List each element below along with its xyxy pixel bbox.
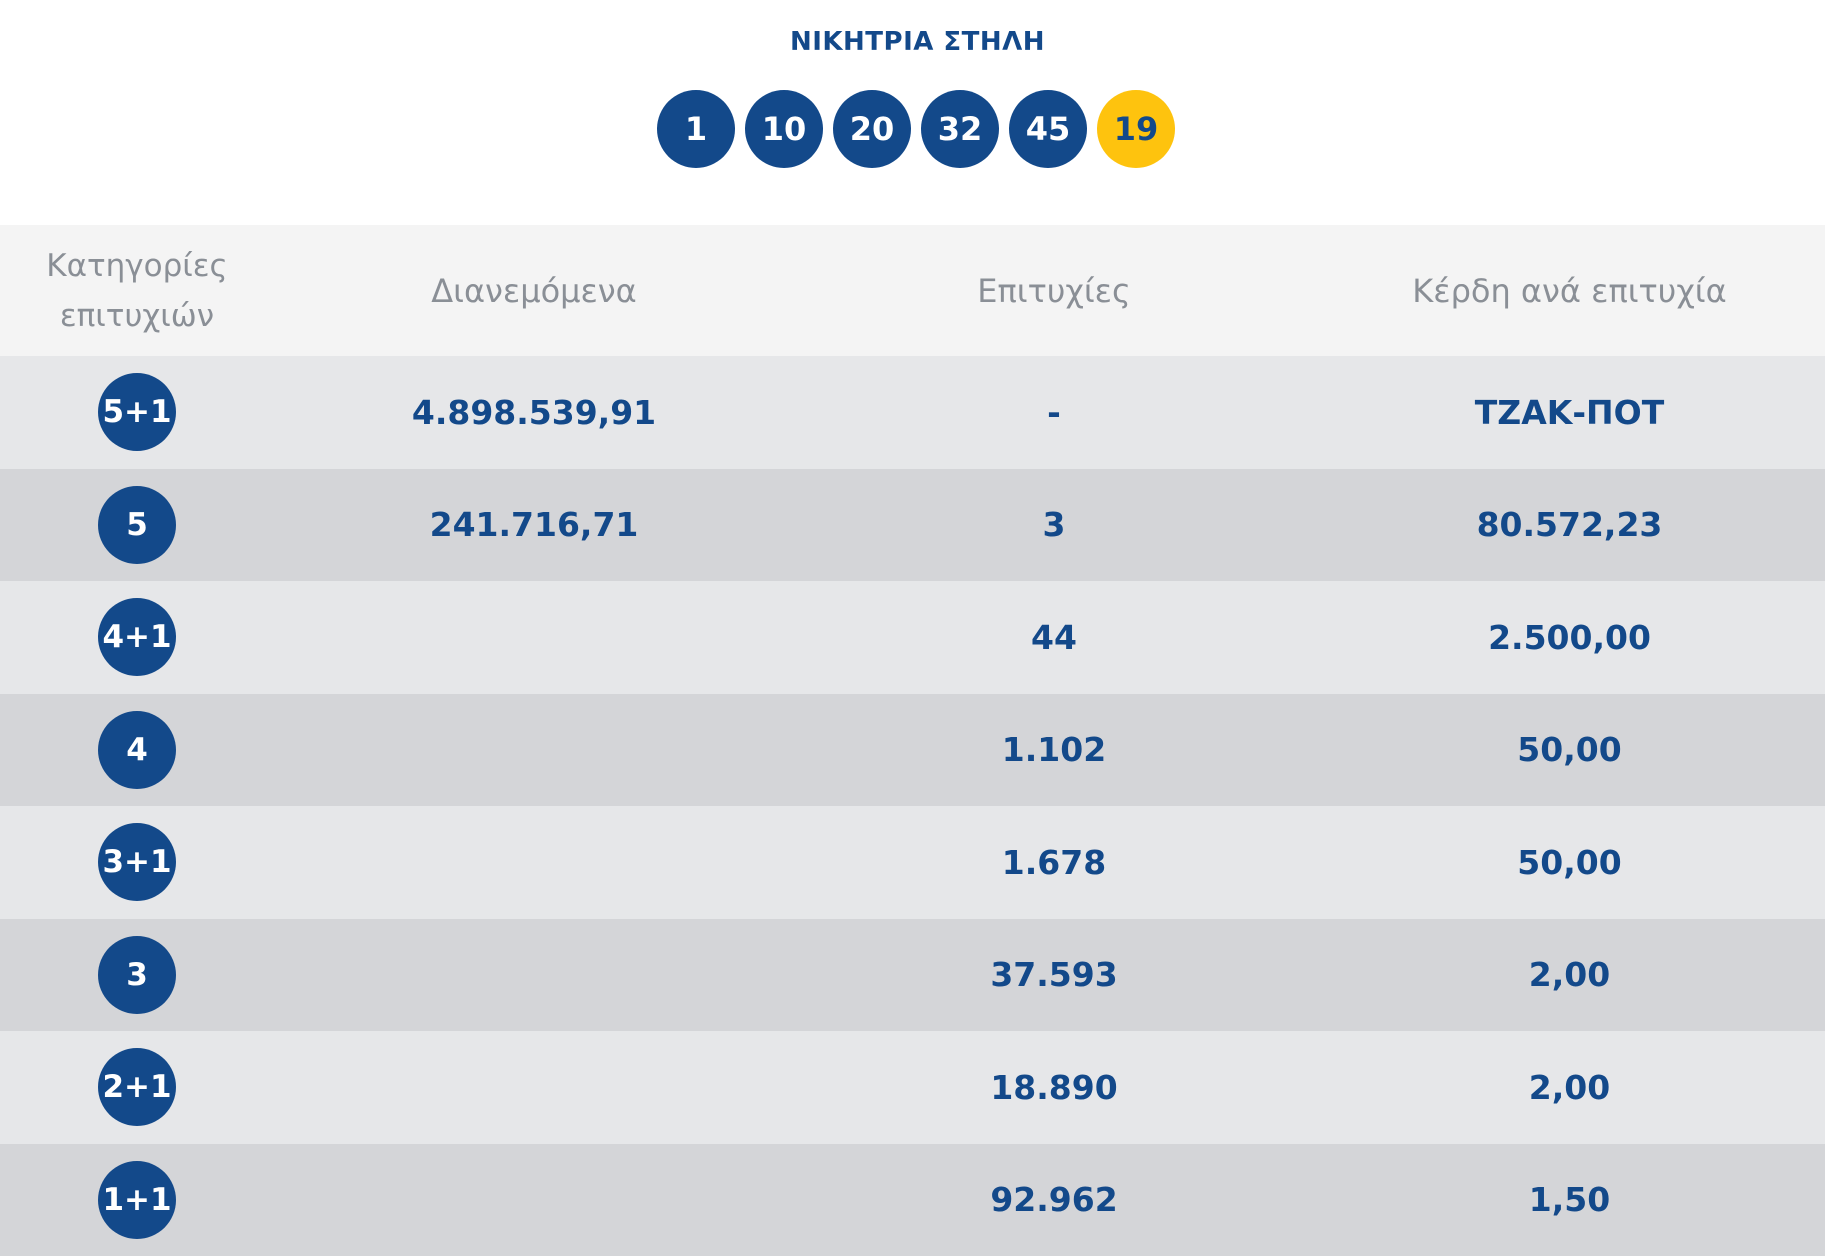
prize-cell: 1,50 [1314, 1144, 1825, 1256]
table-row: 1+1 92.962 1,50 [0, 1144, 1825, 1256]
number-ball: 45 [1009, 90, 1087, 168]
winning-numbers: 1 10 20 32 45 19 [657, 90, 1175, 168]
header-winners: Επιτυχίες [794, 225, 1314, 356]
prize-cell: 80.572,23 [1314, 469, 1825, 582]
distributed-cell [274, 806, 794, 919]
number-ball: 1 [657, 90, 735, 168]
number-ball: 10 [745, 90, 823, 168]
table-row: 3 37.593 2,00 [0, 919, 1825, 1032]
category-badge: 5+1 [98, 373, 176, 451]
prize-cell: 2,00 [1314, 1031, 1825, 1144]
prize-cell: 2.500,00 [1314, 581, 1825, 694]
header-distributed: Διανεμόμενα [274, 225, 794, 356]
winners-cell: 1.102 [794, 694, 1314, 807]
table-row: 2+1 18.890 2,00 [0, 1031, 1825, 1144]
category-badge: 1+1 [98, 1161, 176, 1239]
category-badge: 3+1 [98, 823, 176, 901]
distributed-cell: 4.898.539,91 [274, 356, 794, 469]
table-row: 4+1 44 2.500,00 [0, 581, 1825, 694]
prize-cell: 2,00 [1314, 919, 1825, 1032]
distributed-cell [274, 1031, 794, 1144]
winners-cell: - [794, 356, 1314, 469]
winners-cell: 92.962 [794, 1144, 1314, 1256]
winners-cell: 3 [794, 469, 1314, 582]
distributed-cell [274, 694, 794, 807]
winners-cell: 44 [794, 581, 1314, 694]
category-badge: 4 [98, 711, 176, 789]
winning-column-title: ΝΙΚΗΤΡΙΑ ΣΤΗΛΗ [0, 27, 1825, 57]
winning-draw-section: ΝΙΚΗΤΡΙΑ ΣΤΗΛΗ 1 10 20 32 45 19 [0, 0, 1825, 225]
prize-cell: ΤΖΑΚ-ΠΟΤ [1314, 356, 1825, 469]
header-prize: Κέρδη ανά επιτυχία [1314, 225, 1825, 356]
category-badge: 4+1 [98, 598, 176, 676]
table-row: 3+1 1.678 50,00 [0, 806, 1825, 919]
winners-cell: 37.593 [794, 919, 1314, 1032]
number-ball: 32 [921, 90, 999, 168]
distributed-cell [274, 1144, 794, 1256]
category-badge: 2+1 [98, 1048, 176, 1126]
distributed-cell [274, 919, 794, 1032]
table-row: 5+1 4.898.539,91 - ΤΖΑΚ-ΠΟΤ [0, 356, 1825, 469]
distributed-cell [274, 581, 794, 694]
category-badge: 5 [98, 486, 176, 564]
distributed-cell: 241.716,71 [274, 469, 794, 582]
number-ball: 20 [833, 90, 911, 168]
table-row: 5 241.716,71 3 80.572,23 [0, 469, 1825, 582]
bonus-ball: 19 [1097, 90, 1175, 168]
winners-cell: 18.890 [794, 1031, 1314, 1144]
prize-cell: 50,00 [1314, 694, 1825, 807]
table-row: 4 1.102 50,00 [0, 694, 1825, 807]
category-badge: 3 [98, 936, 176, 1014]
prize-cell: 50,00 [1314, 806, 1825, 919]
winners-cell: 1.678 [794, 806, 1314, 919]
